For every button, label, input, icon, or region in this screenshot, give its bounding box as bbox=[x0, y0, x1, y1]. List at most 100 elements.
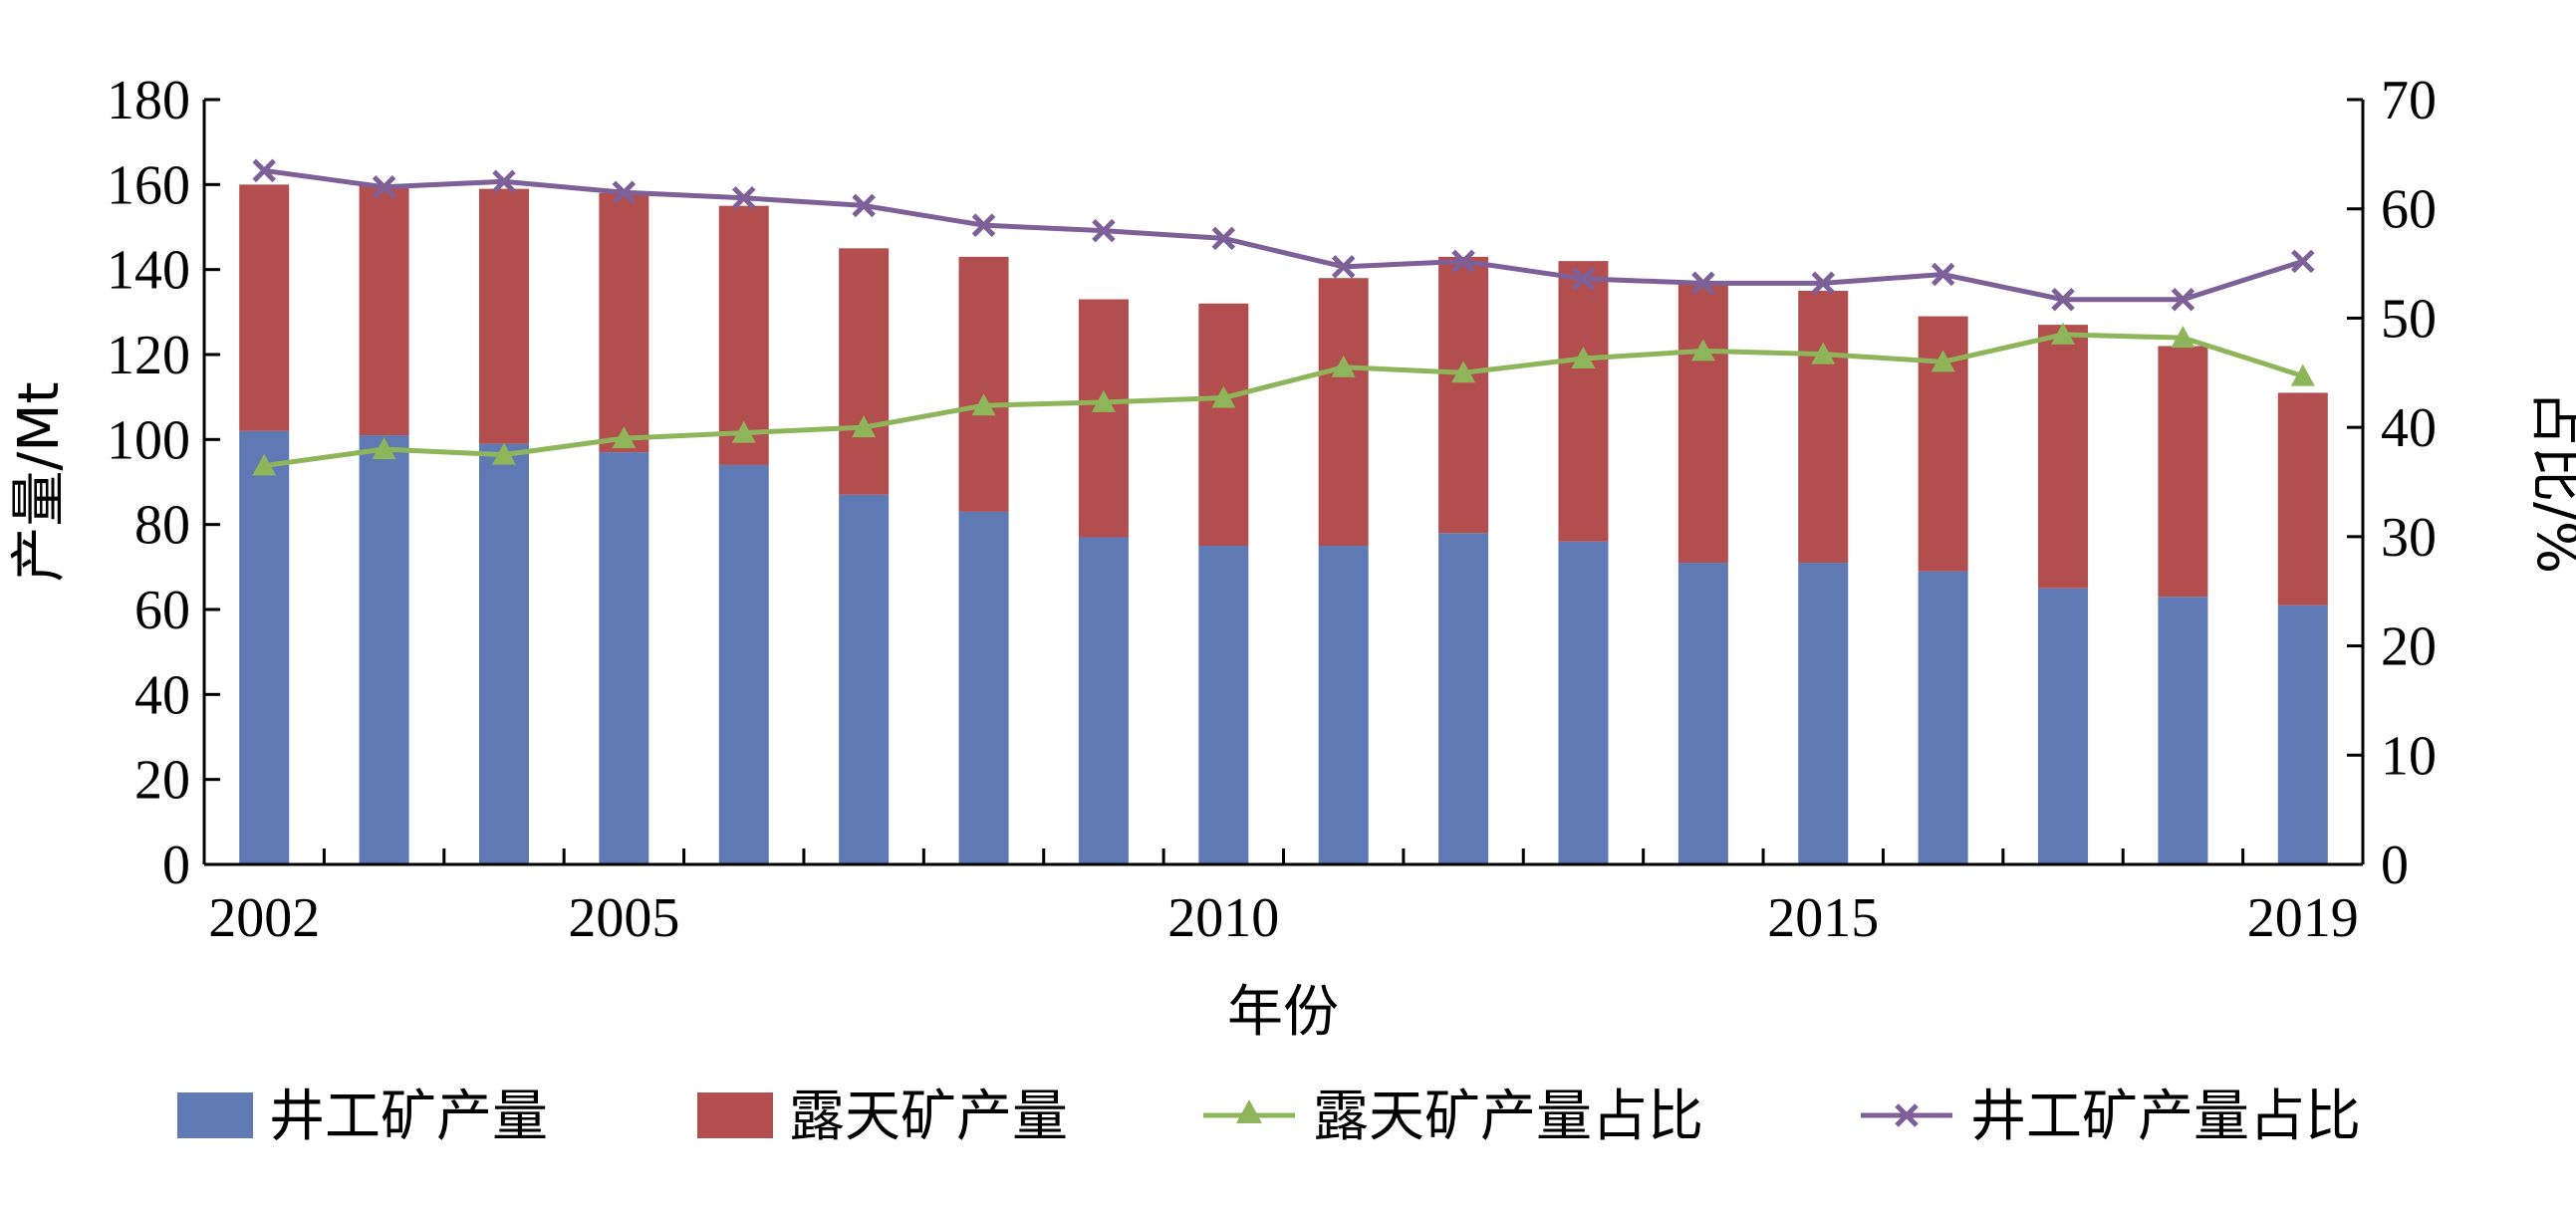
bar-underground-2016 bbox=[1918, 571, 1968, 864]
point-underground-share-2013 bbox=[1571, 267, 1596, 291]
bar-underground-2005 bbox=[599, 452, 649, 864]
y2-tick-label-60: 60 bbox=[2381, 179, 2437, 241]
bar-opencast-2003 bbox=[359, 184, 409, 436]
bars-layer bbox=[239, 184, 2328, 864]
y2-tick-label-40: 40 bbox=[2381, 397, 2437, 459]
bar-underground-2003 bbox=[359, 435, 409, 864]
y-tick-label-60: 60 bbox=[134, 580, 190, 641]
bar-opencast-2015 bbox=[1798, 291, 1849, 564]
bar-opencast-2004 bbox=[478, 188, 529, 444]
point-underground-share-2007 bbox=[852, 193, 876, 218]
point-underground-share-2006 bbox=[731, 185, 756, 210]
right-y-ticks: 0 10 20 30 40 50 60 70 bbox=[2347, 70, 2437, 896]
x-tick-label-2010: 2010 bbox=[1167, 887, 1279, 949]
point-opencast-share-2019 bbox=[2290, 363, 2315, 386]
bar-opencast-2005 bbox=[599, 192, 649, 453]
point-opencast-share-2014 bbox=[1690, 339, 1715, 362]
point-underground-share-2004 bbox=[492, 169, 516, 194]
bar-opencast-2008 bbox=[958, 256, 1009, 512]
point-opencast-share-2006 bbox=[731, 420, 756, 443]
point-underground-share-2008 bbox=[971, 213, 996, 237]
y-tick-label-80: 80 bbox=[134, 495, 190, 557]
bar-underground-2013 bbox=[1558, 541, 1609, 864]
point-underground-share-2005 bbox=[612, 180, 637, 205]
point-opencast-share-2010 bbox=[1211, 385, 1236, 408]
point-opencast-share-2002 bbox=[252, 453, 277, 476]
bar-underground-2009 bbox=[1078, 537, 1129, 864]
line-opencast-share bbox=[263, 332, 2304, 469]
legend-marker-opencast-share bbox=[1236, 1099, 1262, 1123]
legend-swatch-opencast bbox=[697, 1092, 773, 1138]
y2-tick-label-10: 10 bbox=[2381, 725, 2437, 787]
x-tick-label-2015: 2015 bbox=[1767, 887, 1879, 949]
y2-axis-title: 占比/% bbox=[2524, 390, 2576, 574]
point-opencast-share-2007 bbox=[852, 415, 877, 438]
point-opencast-share-2005 bbox=[612, 426, 637, 449]
y-tick-label-140: 140 bbox=[107, 240, 190, 302]
bar-underground-2004 bbox=[478, 443, 529, 864]
bar-underground-2017 bbox=[2038, 588, 2089, 864]
x-axis-title: 年份 bbox=[1227, 980, 1339, 1045]
bar-underground-2002 bbox=[239, 430, 290, 864]
y-tick-label-40: 40 bbox=[134, 664, 190, 726]
legend-label-opencast: 露天矿产量 bbox=[789, 1085, 1068, 1149]
bar-opencast-2007 bbox=[839, 248, 890, 495]
y2-tick-label-50: 50 bbox=[2381, 288, 2437, 350]
legend: 井工矿产量 露天矿产量 露天矿产量占比 井工矿产量占比 bbox=[177, 1085, 2361, 1149]
bar-underground-2006 bbox=[718, 464, 769, 864]
point-underground-share-2010 bbox=[1211, 226, 1236, 251]
bar-opencast-2018 bbox=[2158, 346, 2208, 598]
bar-opencast-2017 bbox=[2038, 325, 2089, 589]
bar-underground-2018 bbox=[2158, 597, 2208, 864]
x-ticks: 2002 2005 2010 2015 2019 bbox=[208, 848, 2359, 949]
bar-underground-2008 bbox=[958, 511, 1009, 864]
point-opencast-share-2004 bbox=[491, 442, 516, 465]
bar-underground-2015 bbox=[1798, 563, 1849, 864]
bar-underground-2012 bbox=[1438, 533, 1489, 864]
line-underground-share bbox=[263, 167, 2304, 303]
y2-tick-label-30: 30 bbox=[2381, 507, 2437, 569]
left-y-ticks: 0 20 40 60 80 100 120 140 160 180 bbox=[107, 70, 220, 896]
y2-tick-label-20: 20 bbox=[2381, 616, 2437, 678]
legend-swatch-underground bbox=[177, 1092, 253, 1138]
bar-opencast-2002 bbox=[239, 184, 290, 431]
y-tick-label-0: 0 bbox=[162, 835, 190, 896]
x-tick-label-2019: 2019 bbox=[2247, 887, 2359, 949]
y-tick-label-20: 20 bbox=[134, 750, 190, 812]
point-opencast-share-2018 bbox=[2171, 326, 2195, 349]
point-opencast-share-2003 bbox=[372, 437, 396, 460]
legend-marker-underground-share bbox=[1895, 1103, 1919, 1127]
x-tick-label-2002: 2002 bbox=[208, 887, 320, 949]
point-underground-share-2014 bbox=[1691, 271, 1715, 296]
point-underground-share-2009 bbox=[1092, 218, 1116, 243]
bar-opencast-2014 bbox=[1677, 282, 1728, 564]
point-opencast-share-2013 bbox=[1571, 347, 1596, 369]
y-axis-title: 产量/Mt bbox=[7, 381, 72, 582]
bar-opencast-2019 bbox=[2277, 392, 2328, 605]
point-underground-share-2002 bbox=[252, 158, 276, 183]
point-opencast-share-2008 bbox=[971, 393, 996, 416]
legend-label-opencast-share: 露天矿产量占比 bbox=[1313, 1085, 1703, 1149]
point-opencast-share-2016 bbox=[1931, 350, 1955, 372]
point-opencast-share-2009 bbox=[1091, 389, 1116, 412]
bar-underground-2010 bbox=[1198, 546, 1249, 864]
point-underground-share-2012 bbox=[1451, 249, 1475, 274]
y2-tick-label-0: 0 bbox=[2381, 835, 2409, 896]
y2-tick-label-70: 70 bbox=[2381, 70, 2437, 131]
y-tick-label-180: 180 bbox=[107, 70, 190, 131]
bar-opencast-2011 bbox=[1318, 278, 1369, 546]
point-underground-share-2019 bbox=[2291, 249, 2315, 274]
point-underground-share-2016 bbox=[1931, 262, 1955, 287]
y-tick-label-160: 160 bbox=[107, 154, 190, 216]
legend-label-underground: 井工矿产量 bbox=[269, 1085, 548, 1149]
point-opencast-share-2011 bbox=[1331, 355, 1356, 377]
point-opencast-share-2012 bbox=[1451, 361, 1476, 383]
y-tick-label-120: 120 bbox=[107, 325, 190, 386]
bar-opencast-2010 bbox=[1198, 303, 1249, 546]
y-tick-label-100: 100 bbox=[107, 409, 190, 471]
point-underground-share-2015 bbox=[1811, 271, 1836, 296]
point-underground-share-2017 bbox=[2051, 288, 2075, 312]
bar-underground-2019 bbox=[2277, 604, 2328, 864]
